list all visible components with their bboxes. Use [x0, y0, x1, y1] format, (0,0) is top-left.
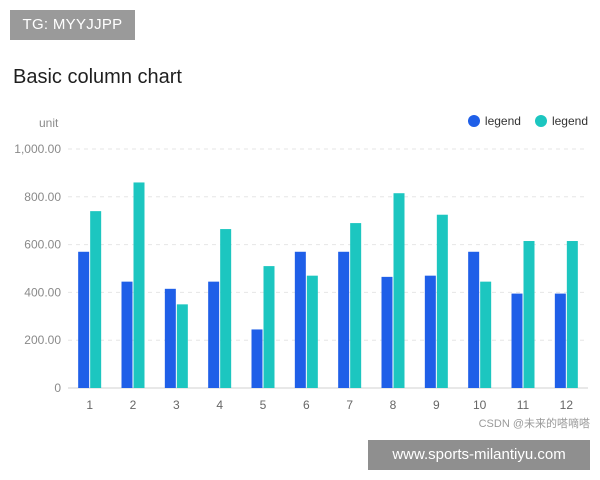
bar-series-1: [164, 288, 176, 388]
x-tick-label: 2: [130, 398, 137, 412]
legend-item-series-1[interactable]: legend: [467, 114, 521, 128]
x-tick-label: 12: [560, 398, 574, 412]
bar-series-1: [121, 281, 133, 388]
legend-label-series-2: legend: [551, 114, 588, 128]
bar-series-1: [78, 251, 90, 388]
bar-series-2: [480, 281, 492, 388]
y-tick-label: 200.00: [24, 333, 61, 347]
y-tick-label: 0: [54, 381, 61, 395]
bar-series-1: [381, 276, 393, 388]
bar-series-1: [511, 293, 523, 388]
chart-title: Basic column chart: [13, 66, 182, 88]
x-tick-label: 6: [303, 398, 310, 412]
bar-series-1: [468, 251, 480, 388]
bar-series-1: [251, 329, 263, 388]
x-tick-label: 5: [260, 398, 267, 412]
legend-label-series-1: legend: [484, 114, 521, 128]
x-tick-label: 10: [473, 398, 487, 412]
tg-watermark: TG: MYYJJPP: [10, 10, 135, 40]
bar-series-2: [436, 214, 448, 388]
bar-series-1: [554, 293, 566, 388]
legend-dot-series-1: [467, 115, 480, 127]
legend-dot-series-2: [534, 115, 547, 127]
bar-series-1: [424, 275, 436, 388]
bar-series-2: [306, 275, 318, 388]
legend-item-series-2[interactable]: legend: [534, 114, 588, 128]
x-tick-label: 11: [517, 398, 530, 412]
y-tick-label: 600.00: [24, 238, 61, 252]
bar-series-2: [90, 211, 102, 388]
bar-series-2: [393, 193, 405, 388]
x-tick-label: 9: [433, 398, 440, 412]
bar-series-1: [338, 251, 350, 388]
bar-series-2: [523, 241, 535, 388]
x-tick-label: 8: [390, 398, 397, 412]
bar-series-2: [263, 266, 275, 388]
x-tick-label: 3: [173, 398, 180, 412]
bar-series-2: [176, 304, 188, 388]
chart-legend: legend legend: [467, 114, 588, 128]
bar-series-1: [294, 251, 306, 388]
bar-series-2: [133, 182, 145, 388]
y-tick-label: 1,000.00: [14, 142, 61, 156]
url-watermark: www.sports-milantiyu.com: [368, 440, 590, 470]
y-axis-unit-label: unit: [39, 116, 59, 130]
bar-series-1: [208, 281, 220, 388]
y-tick-label: 800.00: [24, 190, 61, 204]
y-tick-label: 400.00: [24, 285, 61, 299]
bar-series-2: [350, 223, 362, 388]
x-tick-label: 4: [216, 398, 223, 412]
bar-series-2: [220, 229, 232, 388]
x-tick-label: 1: [86, 398, 93, 412]
bar-series-2: [566, 241, 578, 388]
x-tick-label: 7: [346, 398, 353, 412]
csdn-watermark: CSDN @未来的嗒嘀嗒: [478, 418, 590, 430]
